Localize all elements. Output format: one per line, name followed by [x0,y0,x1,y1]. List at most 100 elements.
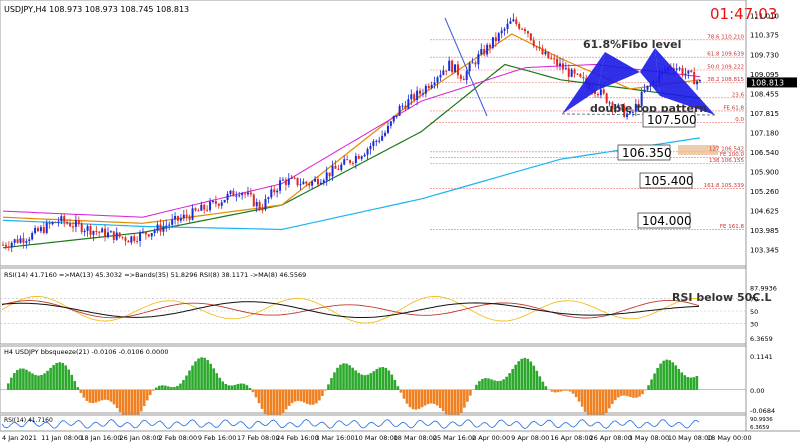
squeeze-bar [49,367,52,390]
price-tick-label: 105.900 [750,168,779,176]
time-tick-label: 3 Mar 16:00 [315,434,354,442]
candle-body [209,201,212,211]
candle-body [328,172,331,177]
candle-body [197,210,200,212]
candle-body [579,73,582,77]
candle-body [144,231,147,235]
squeeze-bar [583,389,587,412]
candle-body [529,33,532,41]
squeeze-bar [85,389,89,401]
candle-body [337,168,340,170]
squeeze-bar [130,389,134,422]
candle-body [389,121,392,126]
squeeze-bar [671,362,675,390]
candle-body [10,242,13,248]
squeeze-bar [173,387,176,390]
level-boxes: 107.500 106.350 105.400 104.000 [617,111,718,229]
squeeze-bar [281,389,285,414]
candle-body [629,111,632,114]
candle-body [693,72,696,85]
squeeze-bar [133,389,137,420]
squeeze-bar [100,389,104,401]
candle-body [179,218,182,221]
squeeze-bar [19,368,22,390]
squeeze-bar [589,389,593,420]
squeeze-bar [381,366,385,390]
candle-body [71,226,74,228]
price-tick-label: 110.375 [750,32,779,40]
candle-body [139,232,142,242]
squeeze-bar [565,389,569,391]
squeeze-bar [484,378,487,390]
candle-body [538,46,541,49]
pattern-triangle [655,48,715,115]
candle-body [690,70,693,73]
candle-body [410,94,413,100]
fibo-label: 61.8%Fibo level [583,38,681,51]
squeeze-bar [339,364,342,390]
squeeze-bar [227,385,231,390]
candle-body [19,238,22,243]
squeeze-bar [529,361,533,390]
squeeze-bar [61,362,64,390]
squeeze-bar [324,389,327,391]
squeeze-bar [127,389,131,421]
squeeze-bar [420,389,424,408]
squeeze-bar [266,389,270,418]
squeeze-bar [58,362,61,390]
squeeze-bar [22,368,25,390]
time-tick-label: 10 May 08:00 [668,434,713,442]
rsi-panel[interactable]: RSI(14) 41.7160 =>MA(13) 45.3032 =>Bands… [0,267,772,345]
candle-body [480,48,483,55]
candle-body [643,89,646,92]
candle-body [381,135,384,141]
candle-body [512,19,515,22]
candle-body [325,172,328,181]
squeeze-bar [674,365,678,390]
squeeze-bar [73,380,77,390]
candle-body [305,181,308,184]
candle-body [401,105,404,107]
countdown-timer: 01:47:03 [710,5,777,23]
squeeze-bar [665,359,668,390]
candle-body [465,71,468,81]
candle-body [176,216,179,221]
candle-body [471,62,474,64]
candle-body [506,23,509,29]
squeeze-bar [194,361,197,390]
rsi-small-panel[interactable]: RSI(14) 41.7160 [0,414,747,432]
price-panel[interactable]: USDJPY,H4 108.973 108.973 108.745 108.81… [0,0,777,267]
squeeze-bar [399,389,403,393]
squeeze-bar [502,379,505,390]
candle-body [696,81,699,85]
squeeze-bar [76,387,80,390]
level-box [642,111,696,128]
candle-body [302,181,305,185]
rsi-small-axis: 90.9936 6.3659 [750,417,773,431]
candle-body [631,111,634,113]
squeeze-bar [269,389,273,421]
squeeze-bar [158,385,161,390]
candle-body [340,164,343,170]
squeeze-bar [496,381,499,390]
squeeze-bar [626,389,629,397]
squeeze-bar [155,387,158,390]
candle-body [392,115,395,122]
candle-body [407,99,410,109]
time-tick-label: 9 Feb 16:00 [198,434,237,442]
squeeze-bar [396,386,400,390]
candle-body [69,223,72,227]
candle-body [98,231,101,233]
squeeze-panel[interactable]: H4 USDJPY bbsqueeze(21) -0.0106 -0.0106 … [0,345,747,423]
candle-body [474,62,477,65]
time-tick-label: 26 Apr 08:00 [590,434,632,442]
candle-body [223,199,226,203]
squeeze-bar [466,389,469,402]
candle-body [165,225,168,227]
candle-body [672,67,675,70]
candle-body [86,226,89,231]
candle-body [115,232,118,240]
squeeze-bar [360,374,363,390]
squeeze-bar [121,389,125,416]
squeeze-bar [179,383,182,390]
